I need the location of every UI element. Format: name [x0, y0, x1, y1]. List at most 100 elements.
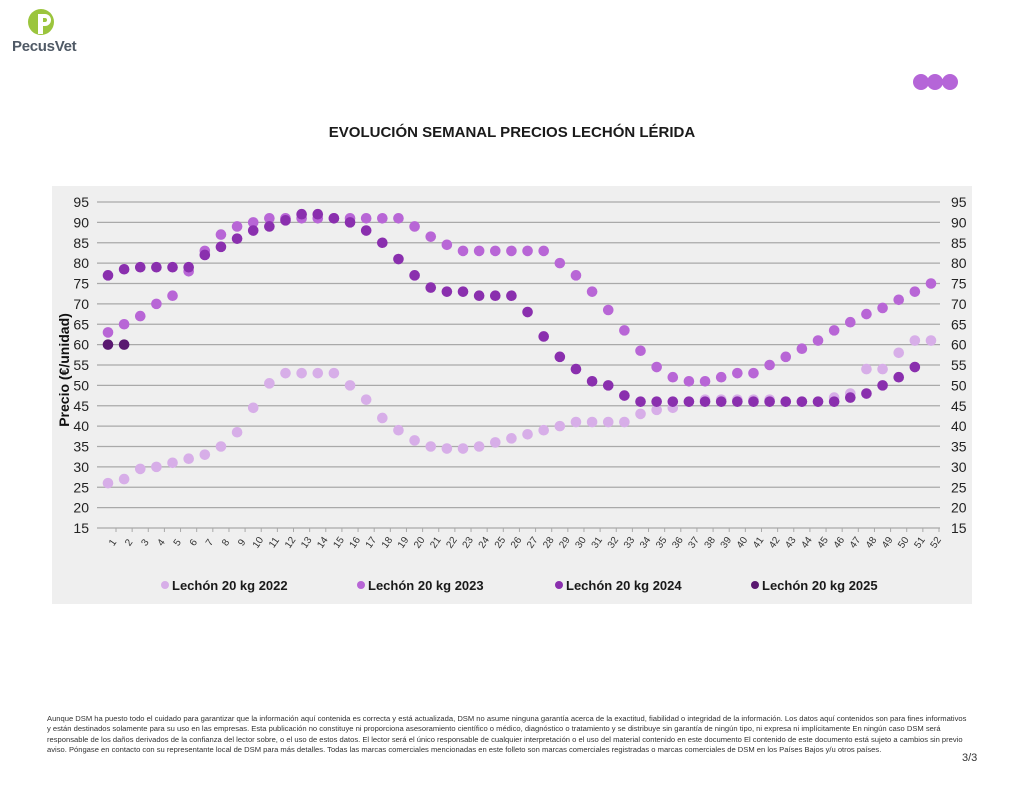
data-point-2022 — [602, 416, 614, 428]
data-point-2024 — [231, 233, 243, 244]
data-point-2024 — [344, 217, 356, 228]
legend-label: Lechón 20 kg 2024 — [566, 578, 682, 593]
x-tick-label: 22 — [444, 535, 460, 551]
data-point-2023 — [861, 308, 872, 320]
data-point-2023 — [748, 367, 759, 379]
x-tick-label: 51 — [912, 535, 928, 551]
data-point-2024 — [441, 286, 453, 297]
data-point-2024 — [167, 261, 178, 273]
x-tick-label: 20 — [412, 535, 428, 551]
data-point-2023 — [134, 310, 146, 322]
data-point-2024 — [312, 208, 324, 220]
data-point-2022 — [619, 416, 630, 428]
data-point-2022 — [522, 428, 533, 440]
data-point-2024 — [764, 396, 775, 407]
data-point-2022 — [231, 426, 243, 438]
data-point-2022 — [925, 335, 937, 346]
data-point-2022 — [215, 441, 227, 452]
data-point-2022 — [570, 416, 582, 428]
x-tick-label: 25 — [493, 535, 509, 551]
y-tick-label-right: 30 — [951, 459, 967, 475]
data-point-2022 — [586, 416, 598, 428]
x-tick-label: 37 — [686, 535, 702, 551]
data-point-2024 — [586, 376, 598, 387]
y-tick-label-left: 30 — [73, 459, 89, 475]
data-point-2022 — [506, 433, 517, 444]
y-tick-label-right: 95 — [951, 194, 967, 210]
y-tick-label-left: 15 — [73, 520, 89, 536]
data-point-2023 — [393, 213, 404, 224]
x-tick-label: 21 — [428, 535, 444, 551]
x-tick-label: 34 — [638, 535, 654, 551]
x-tick-label: 7 — [204, 537, 216, 548]
data-point-2023 — [667, 371, 679, 383]
data-point-2023 — [506, 245, 517, 257]
data-point-2024 — [199, 249, 211, 261]
x-tick-label: 33 — [622, 535, 638, 551]
data-point-2023 — [877, 302, 888, 314]
data-point-2022 — [457, 443, 469, 454]
x-tick-label: 24 — [477, 535, 493, 551]
data-point-2024 — [409, 270, 420, 281]
data-point-2024 — [667, 396, 679, 407]
data-point-2022 — [328, 367, 340, 379]
legend-label: Lechón 20 kg 2023 — [368, 578, 484, 593]
data-point-2022 — [651, 404, 662, 416]
y-tick-label-left: 20 — [73, 500, 89, 516]
x-tick-label: 12 — [283, 535, 299, 551]
data-point-2024 — [473, 290, 485, 302]
data-point-2024 — [796, 396, 808, 407]
data-point-2024 — [151, 261, 162, 273]
y-tick-label-left: 35 — [73, 439, 89, 455]
x-tick-label: 52 — [929, 535, 945, 551]
x-tick-label: 38 — [703, 535, 719, 551]
x-tick-label: 29 — [557, 535, 573, 551]
data-point-2022 — [247, 402, 259, 414]
data-point-2023 — [554, 257, 566, 269]
y-tick-label-right: 25 — [951, 479, 967, 495]
data-point-2023 — [167, 290, 178, 302]
x-tick-label: 36 — [670, 535, 686, 551]
data-point-2024 — [134, 261, 146, 273]
data-point-2022 — [893, 347, 905, 359]
legend-marker — [161, 581, 169, 589]
data-point-2023 — [264, 213, 275, 224]
y-tick-label-left: 45 — [73, 398, 89, 414]
data-point-2023 — [425, 231, 437, 242]
data-point-2023 — [893, 294, 905, 306]
x-tick-label: 47 — [848, 535, 864, 551]
data-point-2022 — [360, 394, 372, 405]
data-point-2023 — [473, 245, 485, 257]
data-point-2024 — [570, 363, 582, 375]
data-point-2024 — [619, 390, 630, 401]
data-point-2023 — [715, 371, 727, 383]
y-tick-label-left: 65 — [73, 316, 89, 332]
data-point-2024 — [264, 221, 275, 232]
data-point-2022 — [554, 420, 566, 432]
data-point-2024 — [183, 261, 194, 273]
x-tick-label: 8 — [220, 537, 232, 548]
x-tick-label: 19 — [396, 535, 412, 551]
data-point-2022 — [118, 473, 130, 485]
data-point-2023 — [522, 245, 533, 257]
x-tick-label: 41 — [751, 535, 767, 551]
data-point-2024 — [280, 215, 291, 226]
y-tick-label-left: 75 — [73, 276, 89, 292]
data-point-2023 — [360, 213, 372, 224]
y-tick-label-right: 45 — [951, 398, 967, 414]
data-point-2024 — [732, 396, 743, 407]
x-tick-label: 40 — [735, 535, 751, 551]
x-tick-label: 13 — [299, 535, 315, 551]
legend-marker — [357, 581, 365, 589]
chart-title: EVOLUCIÓN SEMANAL PRECIOS LECHÓN LÉRIDA — [328, 124, 696, 141]
data-point-2023 — [909, 286, 921, 297]
x-tick-label: 31 — [590, 535, 606, 551]
x-tick-label: 15 — [331, 535, 347, 551]
data-point-2024 — [425, 282, 437, 293]
legend-label: Lechón 20 kg 2025 — [762, 578, 878, 593]
x-tick-label: 11 — [267, 535, 282, 550]
data-point-2022 — [312, 367, 324, 379]
legend-label: Lechón 20 kg 2022 — [172, 578, 288, 593]
y-tick-label-left: 85 — [73, 235, 89, 251]
y-tick-label-right: 80 — [951, 255, 967, 271]
